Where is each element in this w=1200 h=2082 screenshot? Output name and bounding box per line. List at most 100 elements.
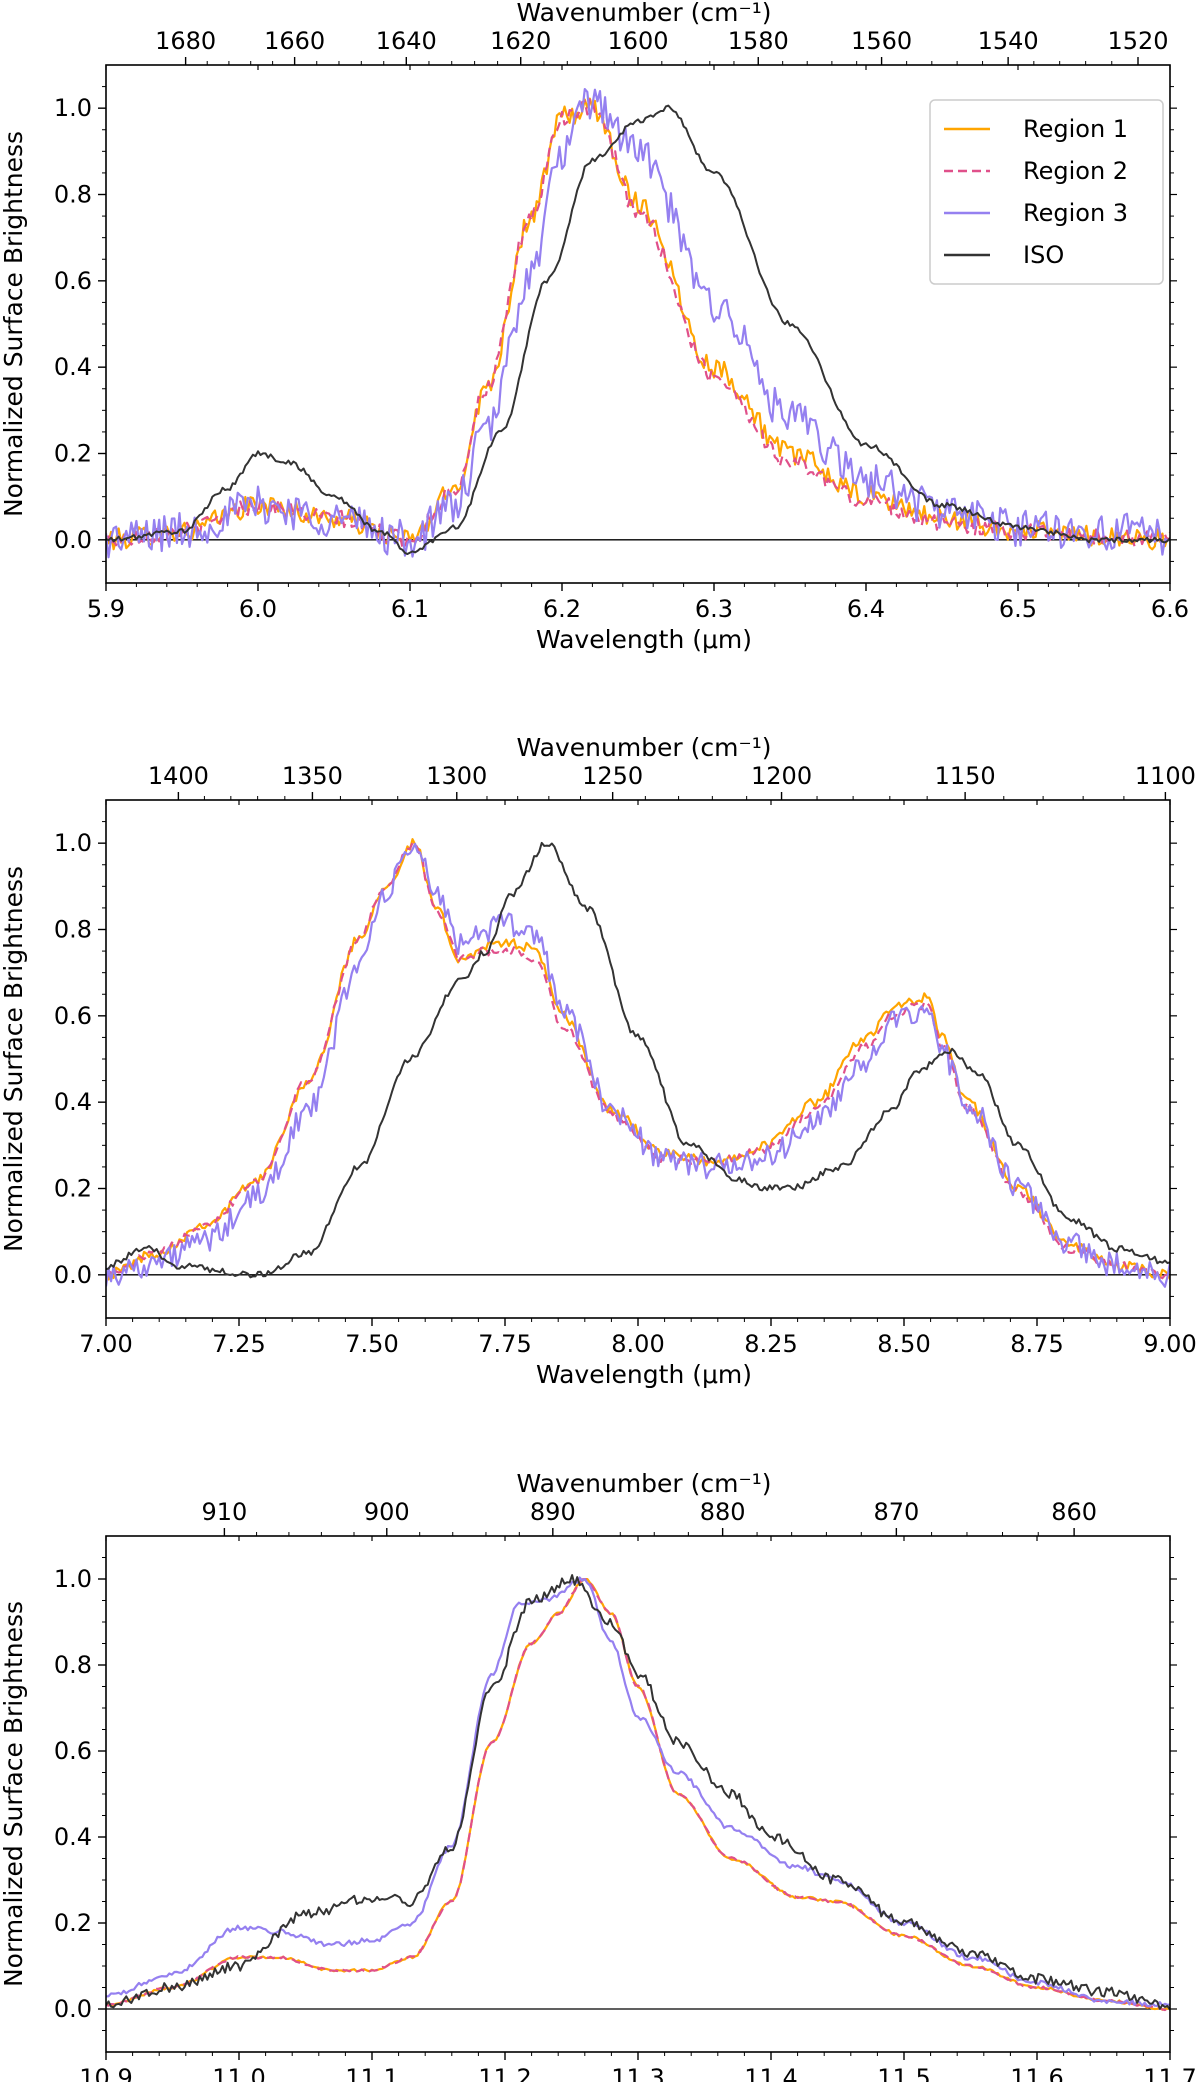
plot-frame bbox=[105, 799, 1171, 1319]
chart-panel-2: 7.00 7.25 7.50 7.75 8.00 8.25 8.50 8.75 9.00 0.0 0… bbox=[0, 733, 1197, 1389]
y-tick-label: 0.6 bbox=[54, 1002, 92, 1030]
y-tick-label: 0.8 bbox=[54, 1651, 92, 1679]
x-tick-label: 8.00 bbox=[611, 1330, 664, 1358]
y-tick-label: 0.4 bbox=[54, 1823, 92, 1851]
x2-tick-label: 1300 bbox=[426, 762, 487, 790]
chart-panel-1: 5.9 6.0 6.1 6.2 6.3 6.4 6.5 6.6 0.0 0.2 0.4 0.6 0.8 1… bbox=[0, 0, 1189, 654]
series-group bbox=[106, 1574, 1170, 2012]
x2-axis-title: Wavenumber (cm⁻¹) bbox=[517, 0, 772, 27]
y-tick-label: 0.0 bbox=[54, 1995, 92, 2023]
x2-tick-label: 900 bbox=[364, 1498, 410, 1526]
series-line-region-2 bbox=[106, 841, 1170, 1280]
y-tick-label: 0.2 bbox=[54, 1909, 92, 1937]
series-line-region-3 bbox=[106, 87, 1170, 559]
x2-tick-label: 1560 bbox=[851, 27, 912, 55]
x-tick-label: 6.4 bbox=[847, 595, 885, 623]
x-tick-label: 6.6 bbox=[1151, 595, 1189, 623]
y-tick-label: 0.6 bbox=[54, 267, 92, 295]
x2-tick-label: 1400 bbox=[148, 762, 209, 790]
x2-tick-label: 1200 bbox=[751, 762, 812, 790]
series-line-iso bbox=[106, 1574, 1170, 2011]
series-line-region-3 bbox=[106, 842, 1170, 1288]
series-line-iso bbox=[106, 104, 1170, 556]
x-axis-title: Wavelength (μm) bbox=[536, 625, 752, 654]
x2-tick-label: 860 bbox=[1051, 1498, 1097, 1526]
x-tick-label: 8.25 bbox=[744, 1330, 797, 1358]
x-tick-label: 11.1 bbox=[345, 2064, 398, 2082]
x-tick-label: 11.7 bbox=[1143, 2064, 1196, 2082]
legend-label: Region 3 bbox=[1023, 199, 1128, 227]
y-tick-label: 1.0 bbox=[54, 829, 92, 857]
x2-tick-label: 1600 bbox=[607, 27, 668, 55]
y-axis-title: Normalized Surface Brightness bbox=[0, 131, 28, 517]
x2-tick-label: 890 bbox=[530, 1498, 576, 1526]
x-tick-label: 7.75 bbox=[478, 1330, 531, 1358]
legend-box bbox=[929, 99, 1164, 285]
x-axis-title: Wavelength (μm) bbox=[536, 1360, 752, 1389]
series-line-iso bbox=[106, 841, 1170, 1279]
y-tick-label: 1.0 bbox=[54, 94, 92, 122]
x2-tick-label: 880 bbox=[700, 1498, 746, 1526]
y-axis-title: Normalized Surface Brightness bbox=[0, 866, 28, 1252]
x2-axis-title: Wavenumber (cm⁻¹) bbox=[517, 1469, 772, 1498]
x2-tick-label: 1640 bbox=[376, 27, 437, 55]
x2-tick-label: 1350 bbox=[282, 762, 343, 790]
series-line-region-1 bbox=[106, 1577, 1170, 2011]
y-tick-label: 0.2 bbox=[54, 1175, 92, 1203]
x2-axis-title: Wavenumber (cm⁻¹) bbox=[517, 733, 772, 762]
x2-tick-label: 1680 bbox=[155, 27, 216, 55]
x-tick-label: 9.00 bbox=[1143, 1330, 1196, 1358]
x2-tick-label: 1520 bbox=[1107, 27, 1168, 55]
x-tick-label: 11.5 bbox=[877, 2064, 930, 2082]
y-tick-label: 0.0 bbox=[54, 1261, 92, 1289]
x-tick-label: 11.3 bbox=[611, 2064, 664, 2082]
y-tick-label: 0.8 bbox=[54, 181, 92, 209]
x-tick-label: 7.25 bbox=[212, 1330, 265, 1358]
legend-label: ISO bbox=[1023, 241, 1064, 269]
x-tick-label: 7.50 bbox=[345, 1330, 398, 1358]
chart-panel-3: 10.9 11.0 11.1 11.2 11.3 11.4 11.5 11.6 11.7 0.0 0… bbox=[0, 1469, 1197, 2082]
y-tick-label: 0.4 bbox=[54, 1088, 92, 1116]
x2-tick-label: 1620 bbox=[490, 27, 551, 55]
x2-tick-label: 1150 bbox=[935, 762, 996, 790]
x-tick-label: 11.4 bbox=[744, 2064, 797, 2082]
x-tick-label: 11.2 bbox=[478, 2064, 531, 2082]
y-tick-label: 0.0 bbox=[54, 526, 92, 554]
series-line-region-2 bbox=[106, 1577, 1170, 2012]
legend-label: Region 2 bbox=[1023, 157, 1128, 185]
x-tick-label: 5.9 bbox=[87, 595, 125, 623]
x-tick-label: 8.50 bbox=[877, 1330, 930, 1358]
x-tick-label: 10.9 bbox=[79, 2064, 132, 2082]
x-tick-label: 6.0 bbox=[239, 595, 277, 623]
x-tick-label: 6.1 bbox=[391, 595, 429, 623]
x-tick-label: 8.75 bbox=[1010, 1330, 1063, 1358]
series-line-region-2 bbox=[106, 98, 1170, 550]
y-axis-title: Normalized Surface Brightness bbox=[0, 1601, 28, 1987]
x-tick-label: 6.5 bbox=[999, 595, 1037, 623]
x2-tick-label: 870 bbox=[873, 1498, 919, 1526]
series-line-region-1 bbox=[106, 838, 1170, 1281]
x-tick-label: 7.00 bbox=[79, 1330, 132, 1358]
x2-tick-label: 1250 bbox=[582, 762, 643, 790]
x2-tick-label: 910 bbox=[201, 1498, 247, 1526]
x2-tick-label: 1660 bbox=[264, 27, 325, 55]
y-tick-label: 0.4 bbox=[54, 353, 92, 381]
y-tick-label: 0.8 bbox=[54, 916, 92, 944]
legend: Region 1 Region 2 Region 3 ISO bbox=[929, 99, 1164, 285]
series-group bbox=[106, 87, 1170, 559]
x-tick-label: 11.6 bbox=[1010, 2064, 1063, 2082]
x-tick-label: 11.0 bbox=[212, 2064, 265, 2082]
x-tick-label: 6.2 bbox=[543, 595, 581, 623]
legend-label: Region 1 bbox=[1023, 115, 1128, 143]
x2-tick-label: 1580 bbox=[728, 27, 789, 55]
plot-frame bbox=[105, 1535, 1171, 2053]
y-tick-label: 1.0 bbox=[54, 1565, 92, 1593]
x2-tick-label: 1100 bbox=[1135, 762, 1196, 790]
x-tick-label: 6.3 bbox=[695, 595, 733, 623]
y-tick-label: 0.6 bbox=[54, 1737, 92, 1765]
x2-tick-label: 1540 bbox=[978, 27, 1039, 55]
series-group bbox=[106, 838, 1170, 1288]
series-line-region-3 bbox=[106, 1576, 1170, 2008]
y-tick-label: 0.2 bbox=[54, 440, 92, 468]
